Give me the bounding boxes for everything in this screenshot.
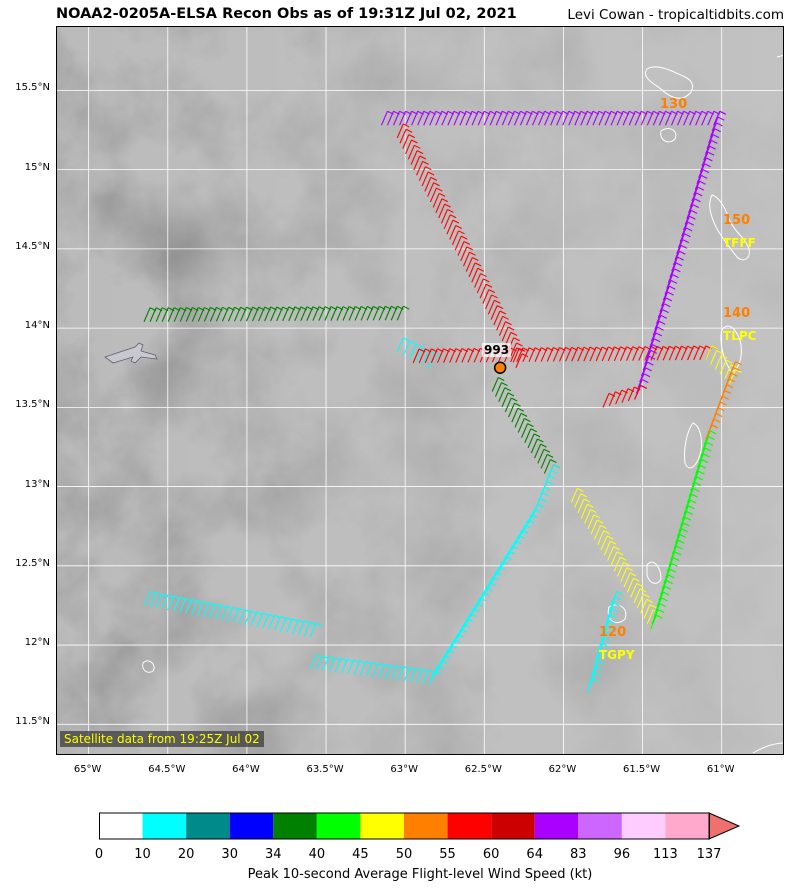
lon-tick-label: 62°W <box>548 764 577 775</box>
colorbar-tick-label: 55 <box>439 847 456 862</box>
flight-leg <box>705 345 742 384</box>
colorbar-swatch <box>404 813 448 839</box>
colorbar-swatch <box>534 813 579 839</box>
coastlines <box>142 54 783 754</box>
flight-leg <box>570 487 663 630</box>
wind-colorbar <box>99 812 741 840</box>
colorbar-label: Peak 10-second Average Flight-level Wind… <box>247 867 593 882</box>
colorbar-tick-label: 34 <box>265 847 282 862</box>
lon-tick-label: 64.5°W <box>148 764 186 775</box>
colorbar-tick-label: 40 <box>308 847 326 862</box>
map-title: NOAA2-0205A-ELSA Recon Obs as of 19:31Z … <box>56 6 517 22</box>
map-canvas <box>57 27 783 754</box>
colorbar-tick-label: 60 <box>482 847 500 862</box>
colorbar-swatch <box>360 813 404 839</box>
cloud-texture <box>57 27 783 754</box>
station-wind-tgpy: 120 <box>599 625 627 640</box>
lon-tick-label: 65°W <box>73 764 102 775</box>
station-id-tfff: TFFF <box>723 236 756 250</box>
satellite-timestamp: Satellite data from 19:25Z Jul 02 <box>60 731 264 747</box>
colorbar-swatch <box>578 813 622 839</box>
lon-tick-label: 64°W <box>232 764 260 775</box>
flight-leg <box>412 345 719 364</box>
colorbar-swatch <box>491 813 535 839</box>
lat-tick-label: 12°N <box>24 637 50 649</box>
flight-level-barbs <box>143 110 742 693</box>
flight-leg <box>143 590 323 638</box>
storm-center <box>493 361 507 374</box>
lon-tick-label: 63.5°W <box>306 764 344 775</box>
colorbar-swatch <box>142 813 187 839</box>
colorbar-tick-label: 64 <box>526 847 543 862</box>
colorbar-tick-label: 96 <box>613 847 631 862</box>
colorbar-swatch <box>186 813 230 839</box>
colorbar-swatch <box>665 813 709 839</box>
colorbar-tick-label: 113 <box>653 847 678 862</box>
colorbar-tick-label: 50 <box>395 847 413 862</box>
flight-leg <box>634 110 727 400</box>
lat-tick-label: 12.5°N <box>15 557 50 569</box>
station-wind-tdcf: 130 <box>660 97 688 112</box>
flight-leg <box>602 384 647 408</box>
map-credit: Levi Cowan - tropicaltidbits.com <box>567 7 784 23</box>
aircraft-icon <box>104 342 158 364</box>
lat-tick-label: 13°N <box>24 478 50 490</box>
colorbar-swatch <box>273 813 317 839</box>
lon-tick-label: 62.5°W <box>464 764 502 775</box>
station-wind-tfff: 150 <box>723 213 751 228</box>
colorbar-tick-label: 45 <box>352 847 369 862</box>
colorbar-tick-label: 30 <box>221 847 238 862</box>
colorbar-tick-label: 10 <box>134 847 151 862</box>
colorbar-tick-label: 137 <box>696 847 722 862</box>
colorbar-extend-arrow <box>708 812 741 840</box>
recon-map[interactable]: 993 130 150 TFFF 140 TLPC 120 TGPY <box>56 26 784 755</box>
station-id-tgpy: TGPY <box>599 648 635 662</box>
flight-leg <box>380 110 727 126</box>
lon-tick-label: 63°W <box>390 764 418 775</box>
colorbar-swatch <box>316 813 361 839</box>
colorbar-swatch <box>229 813 274 839</box>
lat-lon-grid <box>57 27 783 754</box>
flight-leg <box>586 590 624 693</box>
colorbar-outline <box>99 812 710 840</box>
colorbar-swatch <box>99 813 143 839</box>
lon-tick-label: 61°W <box>706 764 735 775</box>
colorbar-tick-label: 83 <box>570 847 587 862</box>
lat-tick-label: 13.5°N <box>15 399 50 411</box>
colorbar-tick-label: 0 <box>94 847 104 862</box>
lat-tick-label: 15.5°N <box>15 82 50 94</box>
flight-leg <box>143 305 410 322</box>
flight-leg <box>309 654 442 685</box>
flight-leg <box>705 361 742 440</box>
lat-tick-label: 14°N <box>24 320 50 332</box>
colorbar-swatch <box>621 813 666 839</box>
colorbar-tick-label: 20 <box>177 847 195 862</box>
lat-tick-label: 14.5°N <box>15 240 50 252</box>
flight-leg <box>396 123 529 368</box>
pressure-label: 993 <box>482 343 512 357</box>
lat-tick-label: 15°N <box>24 161 50 173</box>
station-wind-tlpc: 140 <box>723 306 751 321</box>
lon-tick-label: 61.5°W <box>622 764 661 775</box>
station-id-tlpc: TLPC <box>723 329 757 343</box>
colorbar-swatch <box>447 813 492 839</box>
flight-leg <box>649 424 719 630</box>
lat-tick-label: 11.5°N <box>15 716 50 728</box>
center-fix-marker <box>493 361 507 374</box>
